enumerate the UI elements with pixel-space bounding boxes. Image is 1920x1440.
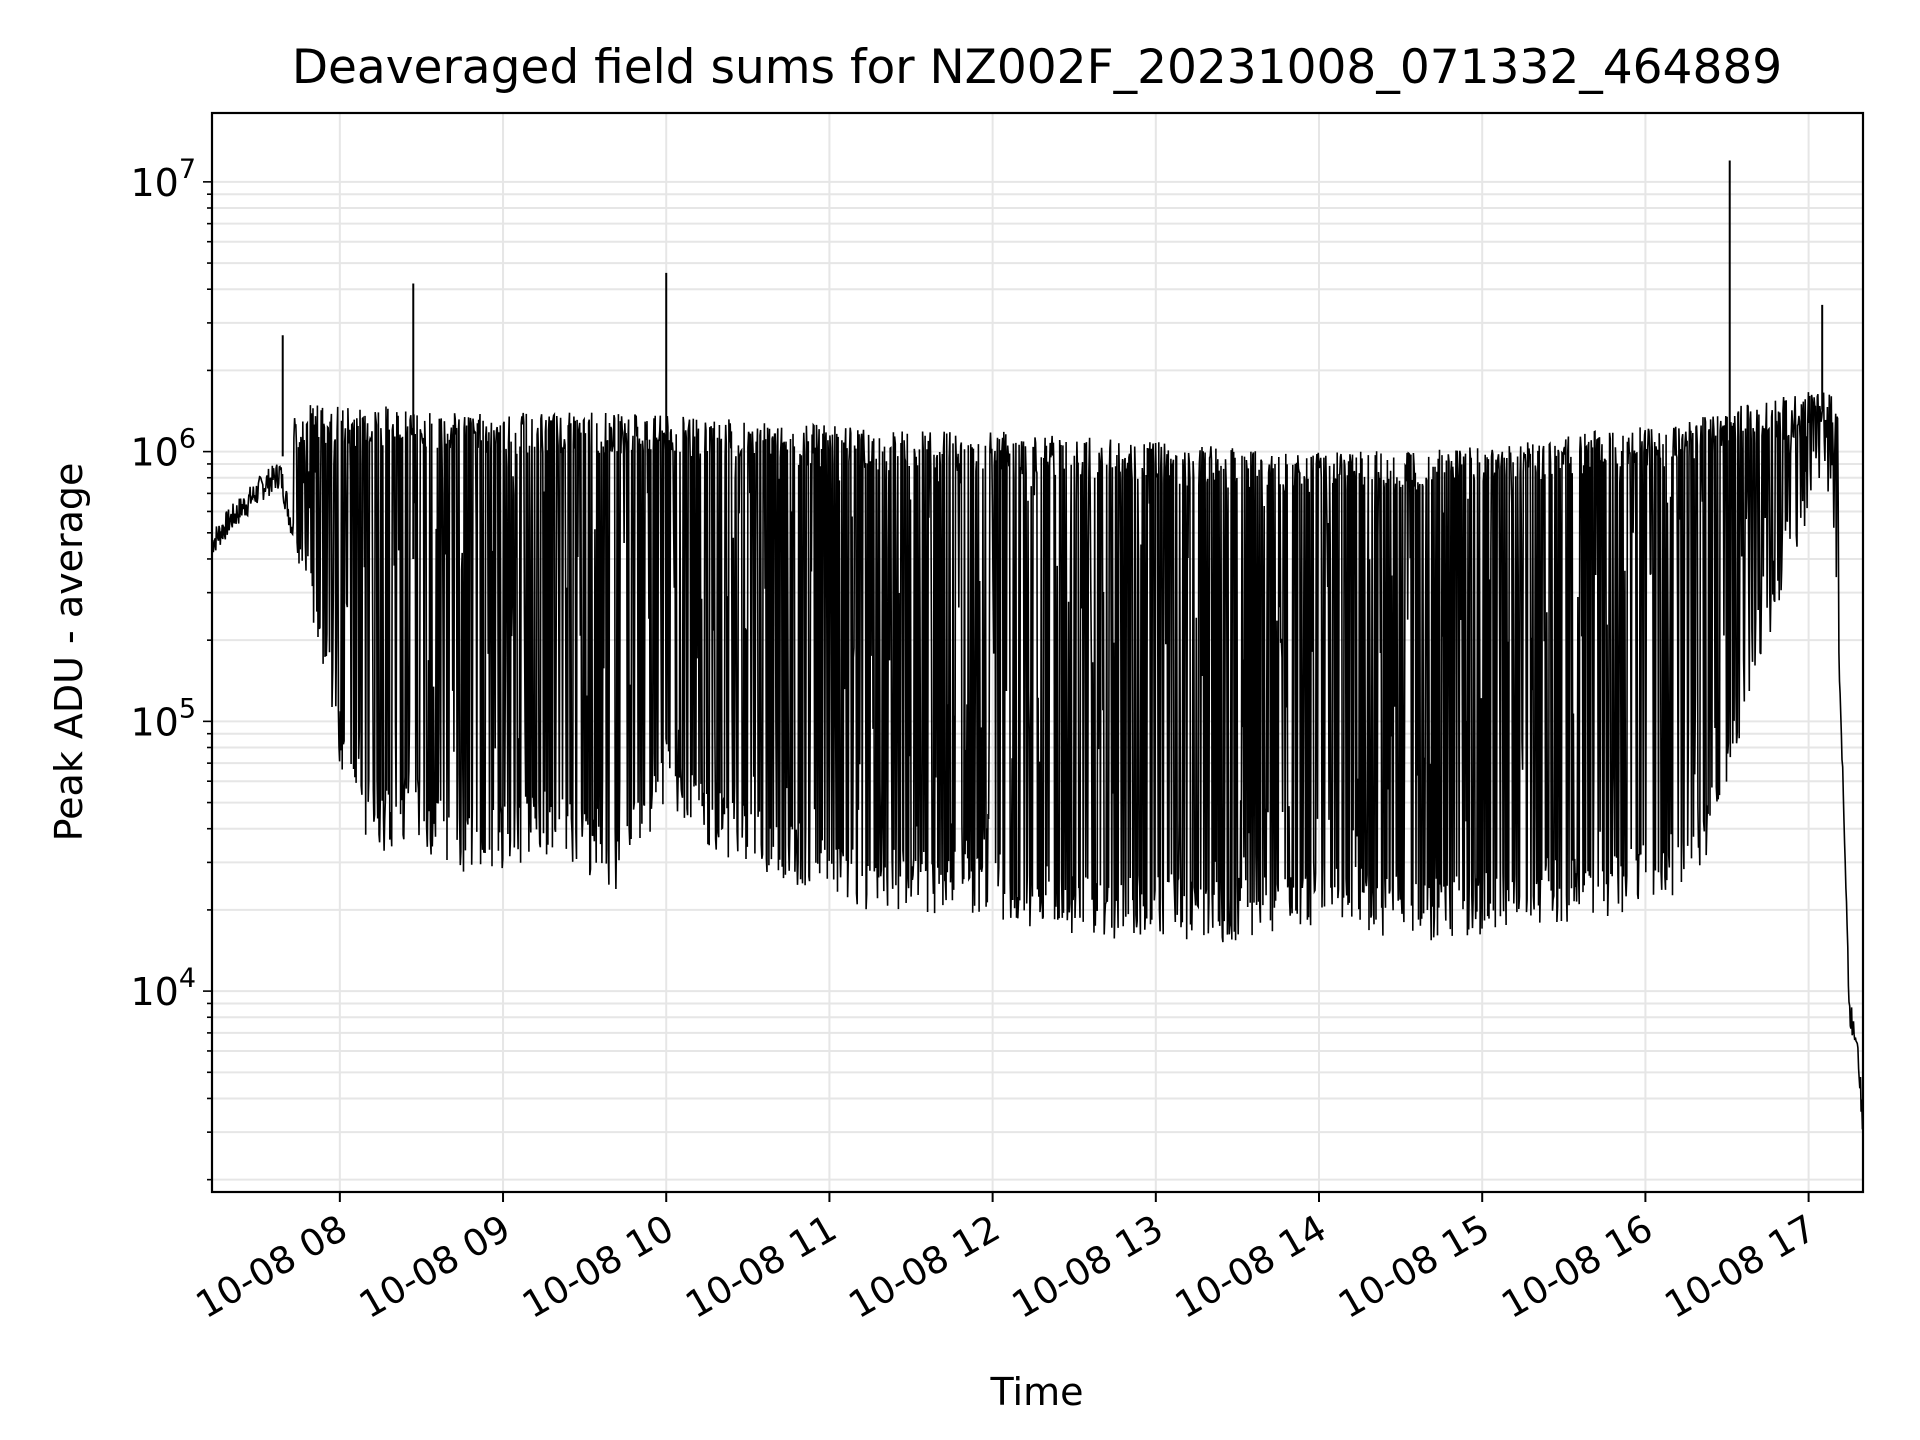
y-tick-exponent: 4 xyxy=(179,963,196,994)
plot-frame xyxy=(210,111,1865,1194)
y-tick-exponent: 7 xyxy=(179,154,196,185)
y-tick-label: 107 xyxy=(130,154,196,205)
y-tick-base: 10 xyxy=(130,431,178,475)
y-tick-exponent: 5 xyxy=(179,693,196,724)
y-tick-base: 10 xyxy=(130,700,178,744)
y-tick-label: 106 xyxy=(130,424,196,475)
x-axis-label: Time xyxy=(990,1370,1084,1414)
chart-title: Deaveraged field sums for NZ002F_2023100… xyxy=(292,40,1782,95)
y-tick-base: 10 xyxy=(130,161,178,205)
y-tick-label: 105 xyxy=(130,693,196,744)
y-tick-base: 10 xyxy=(130,970,178,1014)
y-tick-label: 104 xyxy=(130,963,196,1014)
y-axis-label: Peak ADU - average xyxy=(47,463,91,842)
data-series xyxy=(211,160,1864,1130)
y-tick-exponent: 6 xyxy=(179,424,196,455)
data-series-line xyxy=(211,392,1864,1130)
